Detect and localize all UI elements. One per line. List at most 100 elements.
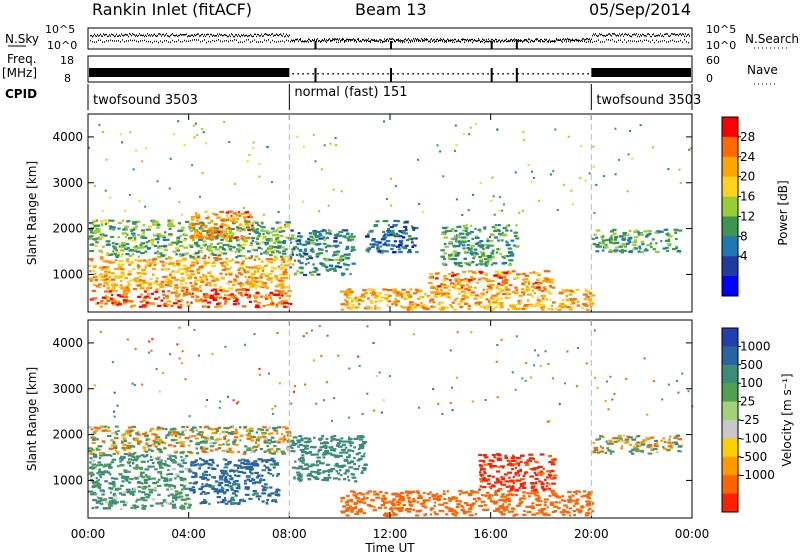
echo-cell xyxy=(285,236,288,239)
nsky-dot xyxy=(293,39,294,41)
echo-cell xyxy=(140,234,145,237)
echo-cell xyxy=(135,245,138,248)
echo-cell xyxy=(602,235,605,238)
power-panel-frame xyxy=(87,113,693,313)
nsky-dot xyxy=(325,40,326,42)
echo-cell xyxy=(139,300,144,303)
echo-cell xyxy=(493,236,498,239)
echo-cell xyxy=(224,475,227,479)
echo-cell xyxy=(335,234,340,238)
echo-cell xyxy=(95,285,100,288)
echo-cell xyxy=(372,238,376,241)
echo-cell-sparse xyxy=(652,146,655,149)
nsearch-dot xyxy=(310,40,311,42)
echo-cell xyxy=(464,261,467,264)
nsky-dot xyxy=(94,33,95,35)
echo-cell xyxy=(515,245,520,248)
echo-cell xyxy=(408,249,412,252)
nsky-dot xyxy=(240,35,241,38)
echo-cell xyxy=(118,492,123,495)
nsearch-dot xyxy=(552,40,553,42)
echo-cell xyxy=(239,222,242,225)
echo-cell xyxy=(485,304,490,308)
nsky-dot xyxy=(540,39,541,41)
nsky-dot xyxy=(333,38,334,41)
echo-cell xyxy=(98,238,103,241)
nave-dot xyxy=(532,73,534,75)
echo-cell xyxy=(627,237,633,240)
echo-cell xyxy=(190,452,194,455)
nsky-dot xyxy=(349,38,350,41)
echo-cell xyxy=(349,444,353,447)
echo-cell xyxy=(281,246,285,249)
echo-cell xyxy=(285,224,291,227)
echo-cell xyxy=(113,497,118,500)
echo-cell xyxy=(203,245,206,248)
echo-cell xyxy=(176,249,181,252)
echo-cell xyxy=(325,232,328,235)
nsky-dot xyxy=(612,33,613,35)
nave-dot xyxy=(517,73,519,75)
echo-cell xyxy=(207,271,212,274)
echo-cell xyxy=(259,295,264,298)
echo-cell xyxy=(442,283,446,286)
echo-cell xyxy=(178,286,183,289)
nsky-dot xyxy=(255,33,256,36)
echo-cell xyxy=(232,303,238,306)
echo-cell xyxy=(260,474,264,477)
echo-cell xyxy=(409,308,415,311)
echo-cell xyxy=(351,246,355,249)
echo-cell xyxy=(159,234,165,237)
echo-cell xyxy=(120,286,125,289)
velocity-echo-field xyxy=(88,325,694,517)
echo-cell xyxy=(447,229,451,233)
echo-cell xyxy=(639,233,644,236)
echo-cell xyxy=(477,244,482,247)
nsearch-dot xyxy=(212,39,213,42)
echo-cell xyxy=(162,427,165,431)
echo-cell xyxy=(107,426,110,429)
nsearch-dot xyxy=(238,41,239,44)
echo-cell xyxy=(273,267,278,270)
echo-cell xyxy=(383,233,389,236)
echo-cell xyxy=(261,485,264,488)
echo-cell xyxy=(273,429,276,432)
echo-cell xyxy=(142,432,146,436)
echo-cell xyxy=(632,248,636,251)
echo-cell-sparse xyxy=(467,209,470,212)
nsky-dot xyxy=(462,38,463,40)
echo-cell xyxy=(204,283,208,286)
echo-cell xyxy=(466,233,469,236)
echo-cell xyxy=(267,468,272,472)
echo-cell xyxy=(224,502,229,505)
echo-cell xyxy=(230,227,235,231)
echo-cell-sparse xyxy=(266,145,269,148)
echo-cell xyxy=(503,270,509,273)
echo-cell xyxy=(467,280,471,283)
echo-cell xyxy=(446,286,449,289)
echo-cell xyxy=(442,279,447,282)
echo-cell xyxy=(291,251,294,254)
echo-cell xyxy=(250,228,254,231)
nsearch-dot xyxy=(498,40,499,42)
echo-cell xyxy=(510,252,515,255)
nsky-dot xyxy=(188,35,189,37)
echo-cell-sparse xyxy=(679,181,682,184)
echo-cell xyxy=(324,447,328,450)
echo-cell xyxy=(122,232,128,235)
nsearch-dot xyxy=(456,40,457,43)
echo-cell xyxy=(443,257,446,261)
echo-cell xyxy=(224,218,230,221)
echo-cell xyxy=(315,243,320,246)
echo-cell xyxy=(408,303,412,306)
echo-cell-sparse xyxy=(603,175,606,178)
echo-cell xyxy=(200,436,206,439)
echo-cell xyxy=(202,473,207,476)
echo-cell-sparse xyxy=(567,135,570,138)
nsky-dot xyxy=(169,35,170,38)
echo-cell xyxy=(501,234,506,237)
nsky-dot xyxy=(116,33,117,36)
echo-cell xyxy=(345,289,351,292)
echo-cell xyxy=(250,255,253,258)
echo-cell xyxy=(238,214,242,217)
